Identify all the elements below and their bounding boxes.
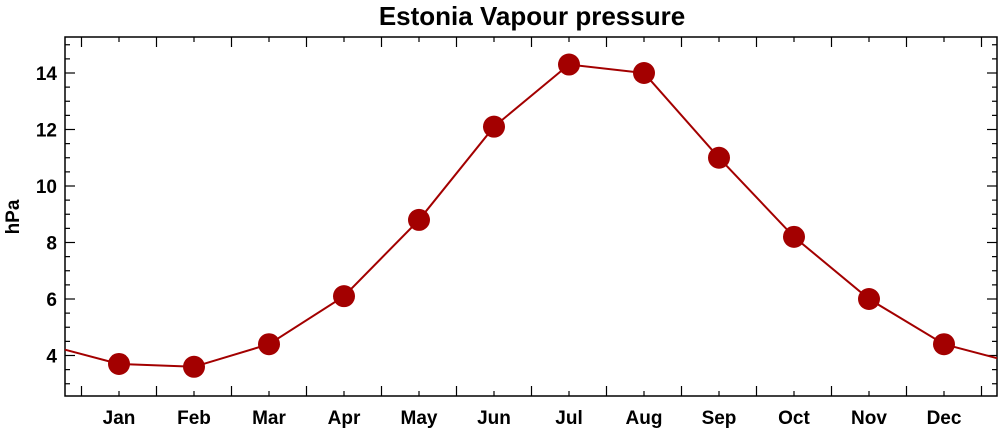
y-tick-label: 10: [36, 177, 57, 198]
series-line: [64, 63, 998, 368]
data-point-apr: [333, 285, 355, 308]
y-axis-label: hPa: [3, 199, 24, 234]
x-tick-label: Mar: [252, 408, 286, 429]
y-tick-label: 14: [36, 64, 58, 85]
data-point-nov: [858, 288, 880, 310]
x-tick-label: Sep: [702, 408, 737, 429]
y-tick-labels: 4 6 8 10 12 14: [36, 64, 58, 368]
x-tick-label: Apr: [328, 408, 361, 429]
data-point-jun: [483, 115, 505, 138]
x-tick-label: Feb: [177, 408, 211, 429]
plot-frame: [64, 36, 998, 397]
data-point-sep: [708, 146, 730, 169]
data-point-dec: [933, 333, 955, 356]
x-tick-label: Jun: [477, 408, 511, 429]
data-point-jan: [108, 352, 130, 375]
data-point-may: [408, 208, 430, 231]
series-layer: [64, 53, 998, 378]
y-tick-label: 4: [46, 347, 57, 368]
data-point-aug: [633, 62, 655, 84]
x-tick-label: Nov: [851, 408, 887, 429]
y-tick-label: 6: [46, 290, 57, 311]
x-tick-label: Aug: [626, 408, 663, 429]
y-tick-label: 8: [46, 234, 57, 255]
x-tick-label: Dec: [927, 408, 962, 429]
x-tick-labels: Jan Feb Mar Apr May Jun Jul Aug Sep Oct Nov Dec: [103, 408, 962, 429]
x-tick-label: May: [401, 408, 438, 429]
chart-title: Estonia Vapour pressure: [379, 1, 685, 31]
y-tick-label: 12: [36, 121, 57, 142]
data-point-feb: [183, 355, 205, 378]
x-tick-label: Oct: [778, 408, 810, 429]
x-tick-label: Jul: [555, 408, 582, 429]
x-tick-label: Jan: [103, 408, 136, 429]
axis-ticks: [65, 37, 997, 396]
data-point-oct: [783, 225, 805, 248]
data-point-mar: [258, 333, 280, 356]
data-point-jul: [558, 53, 580, 76]
